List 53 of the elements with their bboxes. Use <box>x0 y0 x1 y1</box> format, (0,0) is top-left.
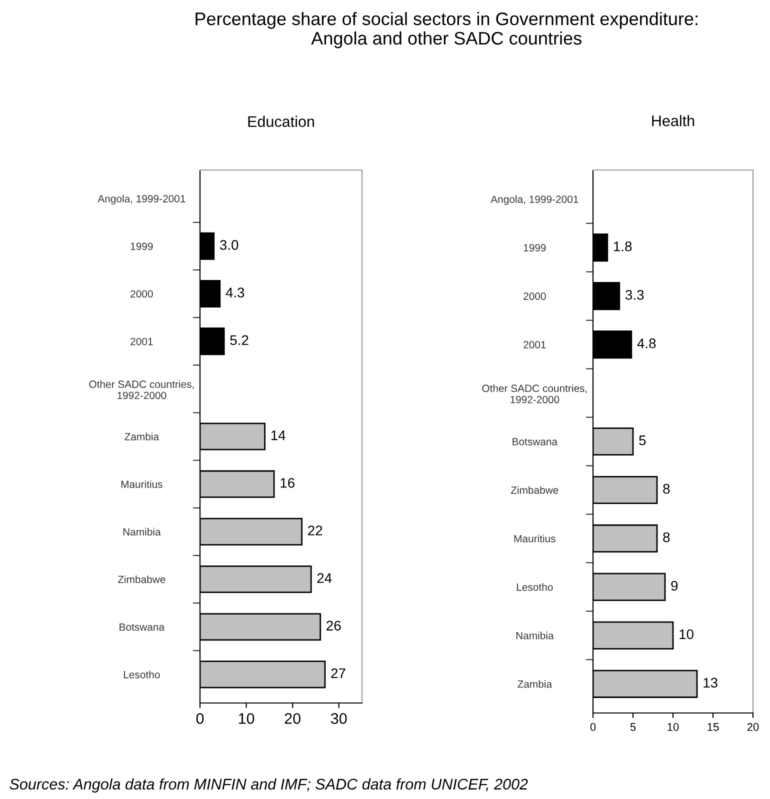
data-label: 5.2 <box>230 335 248 346</box>
data-label: 22 <box>308 526 322 536</box>
data-label: 3.3 <box>625 290 644 300</box>
y-tick-label: Zimbabwe <box>510 486 558 494</box>
data-label: 4.8 <box>637 338 656 348</box>
source-note: Sources: Angola data from MINFIN and IMF; SADC data from UNICEF, 2002 <box>10 778 528 793</box>
y-tick-label: 2001 <box>130 338 153 346</box>
y-tick-label: Angola, 1999-2001 <box>98 194 186 204</box>
x-tick-label: 20 <box>284 713 300 724</box>
y-tick-label: Other SADC countries, 1992-2000 <box>482 384 587 404</box>
text: Percentage share of social sectors in Government expenditure: Angola and other SADC countries <box>196 12 698 48</box>
x-tick-label: 20 <box>747 723 759 731</box>
chart-subtitle: Health <box>652 115 694 126</box>
y-tick-label: 1999 <box>524 244 546 252</box>
y-tick-label: Other SADC countries, 1992-2000 <box>89 380 194 400</box>
data-label: 13 <box>704 678 718 688</box>
y-tick-label: Namibia <box>123 528 161 536</box>
data-label: 27 <box>331 668 346 678</box>
y-tick-label: Mauritius <box>514 534 556 542</box>
data-label: 5 <box>639 436 646 446</box>
y-tick-label: Lesotho <box>124 670 160 678</box>
y-tick-label: Namibia <box>516 632 554 640</box>
data-label: 1.8 <box>614 241 632 252</box>
data-label: 24 <box>317 573 332 583</box>
data-label: 16 <box>280 478 294 488</box>
x-tick-label: 0 <box>196 713 204 724</box>
data-label: 14 <box>271 430 286 440</box>
y-tick-label: Mauritius <box>121 480 162 488</box>
y-tick-label: Angola, 1999-2001 <box>490 195 578 206</box>
y-tick-label: 2001 <box>524 341 546 348</box>
y-tick-label: 2000 <box>524 292 546 300</box>
y-tick-label: Zimbabwe <box>118 575 166 584</box>
chart-subtitle: Education <box>248 116 314 128</box>
data-label: 10 <box>680 629 694 640</box>
data-label: 4.3 <box>226 288 244 298</box>
data-label: 8 <box>663 532 670 542</box>
x-tick-label: 10 <box>668 723 679 731</box>
y-tick-label: 2000 <box>130 290 153 298</box>
x-tick-label: 10 <box>238 713 254 724</box>
y-tick-label: Lesotho <box>516 583 553 591</box>
x-tick-label: 30 <box>330 713 347 724</box>
y-tick-label: Zambia <box>518 680 552 688</box>
data-label: 3.0 <box>220 240 238 250</box>
x-tick-label: 15 <box>708 723 719 731</box>
data-label: 9 <box>671 580 678 591</box>
data-label: 26 <box>326 620 341 631</box>
y-tick-label: Botswana <box>120 623 165 631</box>
y-tick-label: 1999 <box>130 242 153 250</box>
y-tick-label: Zambia <box>124 432 160 440</box>
data-label: 8 <box>663 484 670 494</box>
y-tick-label: Botswana <box>512 438 558 446</box>
x-tick-label: 5 <box>630 723 636 731</box>
x-tick-label: 0 <box>590 723 596 731</box>
